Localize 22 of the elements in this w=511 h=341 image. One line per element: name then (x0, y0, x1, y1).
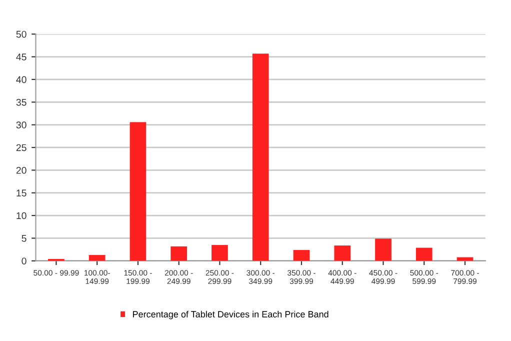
bar (88, 254, 106, 261)
bar (375, 238, 392, 261)
y-tick-label: 15 (16, 190, 26, 196)
bar (252, 54, 269, 261)
y-tick-label: 45 (16, 54, 26, 60)
bar (416, 248, 432, 261)
bar (334, 245, 351, 261)
y-tick-label: 40 (16, 76, 26, 84)
y-tick-label: 50 (16, 30, 26, 38)
y-tick-label: 25 (16, 144, 26, 152)
y-tick-label: 20 (16, 166, 26, 174)
bar (456, 257, 474, 261)
y-tick-label: 10 (16, 212, 26, 220)
bar (293, 250, 310, 261)
y-tick-label: 5 (22, 235, 26, 242)
bar (130, 122, 146, 261)
bar (170, 246, 188, 261)
y-tick-label: 0 (22, 258, 26, 264)
y-tick-label: 30 (16, 122, 26, 128)
bar (212, 244, 228, 261)
legend-label: Percentage of Tablet Devices in Each Price Band (133, 310, 328, 320)
y-tick-label: 35 (16, 98, 26, 106)
